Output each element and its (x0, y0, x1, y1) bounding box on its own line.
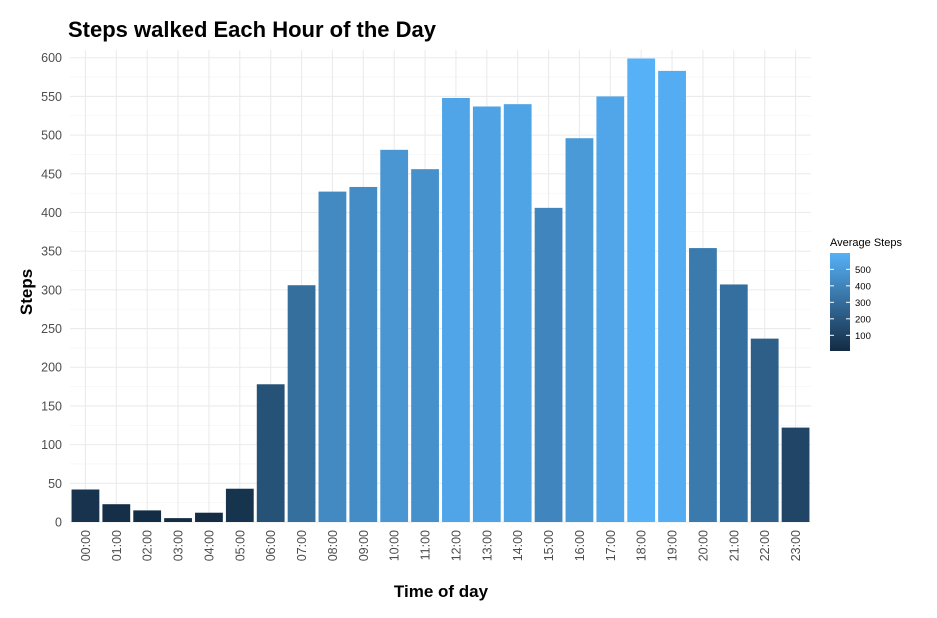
x-tick-label: 20:00 (696, 530, 710, 561)
bar-21:00 (719, 284, 748, 522)
y-axis-tick-labels: 0 50 100 150 200 250 300 350 400 450 500 550 600 (41, 51, 62, 529)
bar-01:00 (102, 504, 131, 522)
y-tick-label: 550 (41, 90, 62, 104)
x-tick-label: 12:00 (449, 530, 463, 561)
bar-06:00 (256, 384, 285, 522)
legend-colorbar (830, 253, 850, 351)
y-tick-label: 350 (41, 245, 62, 259)
bar-07:00 (287, 285, 316, 522)
x-tick-label: 04:00 (202, 530, 216, 561)
x-tick-label: 03:00 (172, 530, 186, 561)
x-tick-label: 14:00 (511, 530, 525, 561)
bar-22:00 (750, 338, 779, 522)
y-tick-label: 250 (41, 322, 62, 336)
y-tick-label: 50 (48, 477, 62, 491)
legend-tick-label: 300 (855, 298, 871, 309)
y-tick-label: 600 (41, 51, 62, 65)
x-tick-label: 02:00 (141, 530, 155, 561)
y-tick-label: 300 (41, 283, 62, 297)
chart-title: Steps walked Each Hour of the Day (68, 17, 437, 42)
legend-title: Average Steps (830, 237, 902, 249)
legend-tick-label: 400 (855, 281, 871, 292)
x-tick-label: 18:00 (635, 530, 649, 561)
bar-13:00 (472, 106, 501, 523)
bar-00:00 (71, 489, 100, 522)
bar-03:00 (164, 518, 192, 522)
y-tick-label: 450 (41, 167, 62, 181)
x-tick-label: 22:00 (758, 530, 772, 561)
x-tick-label: 06:00 (264, 530, 278, 561)
x-tick-label: 09:00 (357, 530, 371, 561)
legend-tick-label: 100 (855, 331, 871, 342)
legend-tick-label: 500 (855, 265, 871, 276)
x-axis-title: Time of day (394, 582, 489, 601)
bar-15:00 (534, 207, 563, 522)
y-tick-label: 150 (41, 399, 62, 413)
x-tick-label: 05:00 (233, 530, 247, 561)
y-axis-title: Steps (17, 269, 36, 315)
bar-16:00 (565, 138, 594, 522)
bar-05:00 (225, 488, 254, 522)
x-tick-label: 13:00 (480, 530, 494, 561)
x-tick-label: 21:00 (727, 530, 741, 561)
bar-14:00 (503, 104, 532, 522)
bar-10:00 (380, 149, 409, 522)
bar-23:00 (781, 427, 810, 522)
x-tick-label: 10:00 (388, 530, 402, 561)
y-tick-label: 100 (41, 438, 62, 452)
bar-11:00 (411, 169, 439, 523)
x-tick-label: 11:00 (419, 530, 433, 560)
legend: Average Steps 100 200 300 400 500 (830, 237, 902, 351)
y-tick-label: 0 (55, 516, 62, 530)
bar-20:00 (689, 248, 717, 522)
bar-12:00 (442, 97, 470, 523)
x-tick-label: 08:00 (326, 530, 340, 561)
x-tick-label: 19:00 (666, 530, 680, 561)
x-tick-label: 01:00 (110, 530, 124, 561)
bar-18:00 (627, 58, 656, 522)
bar-09:00 (349, 186, 378, 522)
x-tick-label: 23:00 (789, 530, 803, 561)
x-tick-label: 16:00 (573, 530, 587, 561)
legend-tick-label: 200 (855, 314, 871, 325)
y-tick-label: 200 (41, 361, 62, 375)
x-axis-tick-labels: 00:00 01:00 02:00 03:00 04:00 05:00 06:00 07:00… (79, 530, 803, 561)
bar-04:00 (195, 512, 223, 522)
legend-ticks: 100 200 300 400 500 (830, 265, 871, 342)
bar-08:00 (318, 191, 347, 522)
y-tick-label: 500 (41, 129, 62, 143)
x-tick-label: 07:00 (295, 530, 309, 561)
x-tick-label: 00:00 (79, 530, 93, 561)
bar-19:00 (658, 70, 686, 523)
x-tick-label: 15:00 (542, 530, 556, 561)
bars (71, 58, 810, 523)
x-tick-label: 17:00 (604, 530, 618, 561)
bar-17:00 (596, 96, 625, 522)
bar-02:00 (133, 510, 162, 522)
y-tick-label: 400 (41, 206, 62, 220)
